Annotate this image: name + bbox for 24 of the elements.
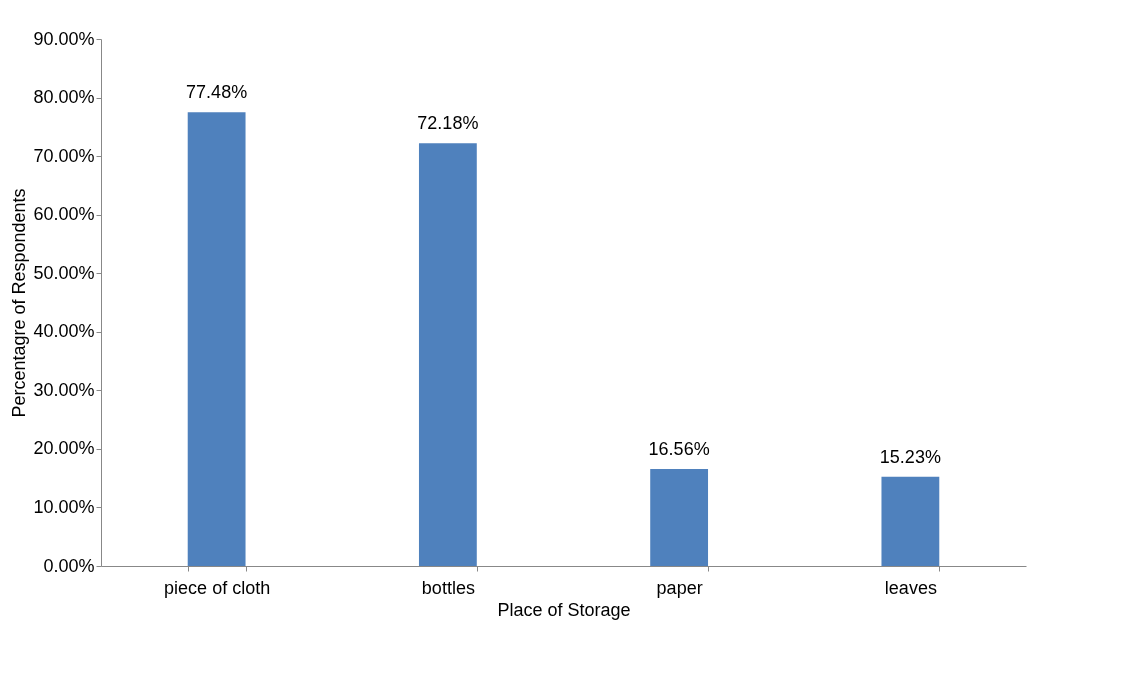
y-tick-label: 60.00% [33, 204, 95, 225]
y-tick-label: 70.00% [33, 145, 95, 166]
bar [881, 476, 940, 566]
x-tick-label: leaves [884, 577, 937, 598]
x-tick-label: bottles [421, 577, 475, 598]
y-tick-label: 90.00% [33, 28, 95, 49]
y-tick-label: 30.00% [33, 379, 95, 400]
y-tick-label: 20.00% [33, 438, 95, 459]
data-label: 16.56% [648, 439, 710, 460]
y-axis-title: Percentagre of Respondents [9, 188, 30, 418]
x-axis-title: Place of Storage [497, 599, 631, 620]
data-label: 15.23% [879, 446, 941, 467]
x-tick-label: paper [656, 577, 703, 598]
y-tick-label: 0.00% [43, 555, 95, 576]
data-label: 77.48% [186, 82, 248, 103]
x-tick-label: piece of cloth [164, 577, 271, 598]
bar [418, 143, 477, 566]
data-label: 72.18% [417, 113, 479, 134]
y-tick-label: 80.00% [33, 87, 95, 108]
y-tick-label: 40.00% [33, 321, 95, 342]
bar [187, 112, 246, 566]
y-tick-label: 10.00% [33, 496, 95, 517]
y-tick-label: 50.00% [33, 262, 95, 283]
bar [650, 469, 709, 566]
